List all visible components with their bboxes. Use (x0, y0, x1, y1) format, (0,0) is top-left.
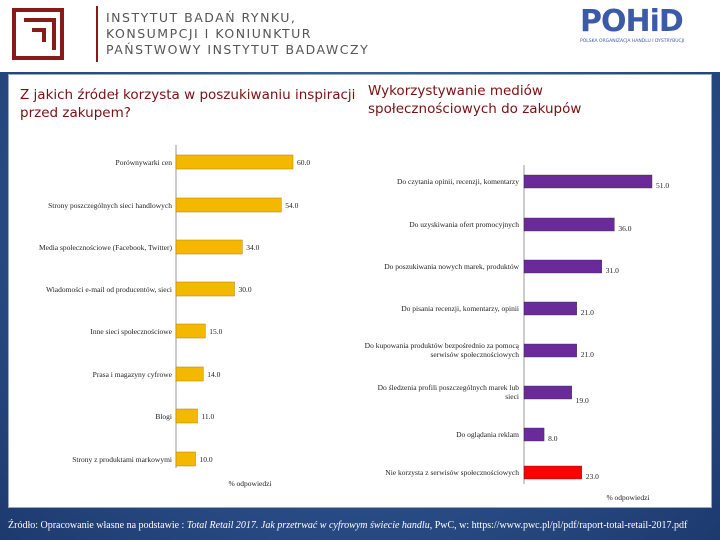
right-bar (523, 385, 572, 400)
right-category-label: Do czytania opinii, recenzji, komentarzy (397, 177, 519, 186)
left-value-label: 30.0 (239, 285, 252, 294)
right-bar (523, 217, 615, 232)
right-chart-title: Wykorzystywanie mediów społecznościowych… (368, 83, 582, 117)
left-category-label: Media społecznościowe (Facebook, Twitter… (39, 243, 173, 252)
source-title: Total Retail 2017. Jak przetrwać w cyfro… (186, 520, 430, 531)
right-category-label: Do kupowania produktów bezpośrednio za p… (365, 341, 520, 350)
left-category-label: Inne sieci społecznościowe (90, 327, 172, 336)
left-bar (175, 323, 206, 339)
institute-logo-icon (12, 8, 64, 60)
left-bar (175, 366, 204, 382)
right-bar (523, 301, 577, 316)
right-category-label: Do pisania recenzji, komentarzy, opinii (401, 304, 519, 313)
content-panel (8, 74, 712, 508)
right-category-label: serwisów społecznościowych (430, 350, 519, 359)
left-bar (175, 408, 198, 424)
left-value-label: 11.0 (201, 412, 214, 421)
logo-divider (96, 6, 98, 62)
left-category-label: Wiadomości e-mail od producentów, sieci (46, 285, 172, 294)
left-category-label: Prasa i magazyny cyfrowe (93, 370, 173, 379)
pohid-logo-subtitle: POLSKA ORGANIZACJA HANDLU I DYSTRYBUCJI (580, 39, 685, 44)
right-axis-label: % odpowiedzi (606, 493, 649, 502)
left-category-label: Blogi (155, 412, 172, 421)
left-axis-label: % odpowiedzi (228, 479, 271, 488)
left-category-label: Strony z produktami markowymi (72, 455, 172, 464)
right-bar (523, 259, 603, 274)
source-note: Źródło: Opracowanie własne na podstawie … (8, 520, 712, 531)
right-category-label: Do oglądania reklam (456, 430, 519, 439)
institute-name: INSTYTUT BADAŃ RYNKU, KONSUMPCJI I KONIU… (106, 10, 369, 58)
right-value-label: 36.0 (618, 224, 631, 233)
left-category-label: Strony poszczególnych sieci handlowych (48, 201, 172, 210)
left-value-label: 10.0 (200, 455, 213, 464)
left-chart-title: Z jakich źródeł korzysta w poszukiwaniu … (20, 87, 356, 121)
left-bar (175, 197, 282, 213)
left-value-label: 54.0 (285, 201, 298, 210)
right-value-label: 19.0 (576, 396, 589, 405)
right-bar (523, 427, 545, 442)
institute-line-1: INSTYTUT BADAŃ RYNKU, (106, 10, 297, 25)
right-bar (523, 343, 577, 358)
right-value-label: 31.0 (606, 266, 619, 275)
right-category-label: sieci (505, 392, 519, 401)
right-value-label: 51.0 (656, 181, 669, 190)
left-value-label: 60.0 (297, 158, 310, 167)
pohid-logo-text: POHiD (580, 4, 684, 39)
right-category-label: Do poszukiwania nowych marek, produktów (384, 262, 519, 271)
left-bar (175, 154, 294, 170)
right-value-label: 21.0 (581, 350, 594, 359)
right-bar (523, 174, 653, 189)
right-value-label: 23.0 (586, 472, 599, 481)
right-category-label: Do śledzenia profili poszczególnych mare… (378, 383, 520, 392)
left-value-label: 15.0 (209, 327, 222, 336)
left-value-label: 14.0 (207, 370, 220, 379)
left-category-label: Porównywarki cen (116, 158, 173, 167)
left-bar (175, 281, 235, 297)
right-bar (523, 465, 582, 480)
source-suffix: , PwC, w: https://www.pwc.pl/pl/pdf/rapo… (429, 520, 688, 531)
right-value-label: 8.0 (548, 434, 558, 443)
right-category-label: Do uzyskiwania ofert promocyjnych (409, 220, 519, 229)
header-banner: INSTYTUT BADAŃ RYNKU, KONSUMPCJI I KONIU… (0, 0, 720, 72)
left-value-label: 34.0 (246, 243, 259, 252)
institute-line-3: PAŃSTWOWY INSTYTUT BADAWCZY (106, 42, 370, 57)
source-prefix: Źródło: Opracowanie własne na podstawie … (8, 520, 187, 531)
pohid-logo: POHiD POLSKA ORGANIZACJA HANDLU I DYSTRY… (580, 6, 710, 52)
right-category-label: Nie korzysta z serwisów społecznościowyc… (385, 468, 519, 477)
left-bar (175, 451, 196, 467)
institute-line-2: KONSUMPCJI I KONIUNKTUR (106, 26, 312, 41)
left-bar (175, 239, 243, 255)
right-value-label: 21.0 (581, 308, 594, 317)
